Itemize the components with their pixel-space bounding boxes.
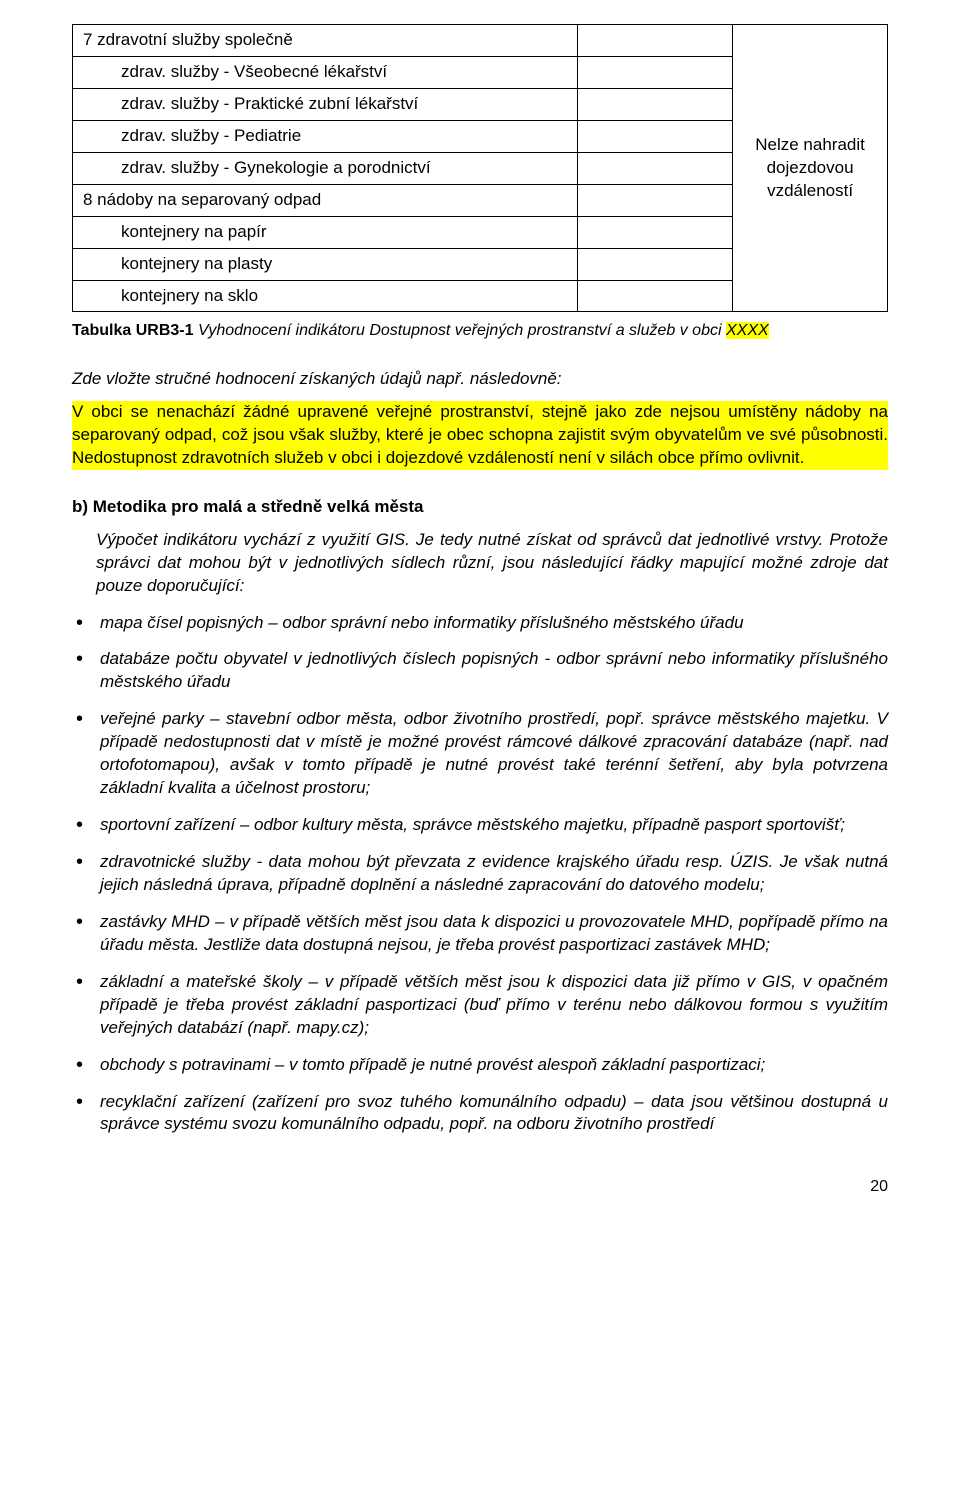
table-cell-label: kontejnery na plasty — [73, 248, 578, 280]
table-cell-label: kontejnery na papír — [73, 216, 578, 248]
table-cell-label: kontejnery na sklo — [73, 280, 578, 312]
highlighted-paragraph: V obci se nenachází žádné upravené veřej… — [72, 401, 888, 470]
table-cell-label: 8 nádoby na separovaný odpad — [73, 184, 578, 216]
list-item: databáze počtu obyvatel v jednotlivých č… — [72, 648, 888, 694]
table-cell-label: zdrav. služby - Všeobecné lékařství — [73, 56, 578, 88]
table-cell-label: zdrav. služby - Praktické zubní lékařstv… — [73, 88, 578, 120]
table-cell-empty — [578, 216, 733, 248]
table-cell-empty — [578, 184, 733, 216]
list-item: mapa čísel popisných – odbor správní neb… — [72, 612, 888, 635]
list-item: zastávky MHD – v případě větších měst js… — [72, 911, 888, 957]
body-text: Výpočet indikátoru vychází z využití GIS… — [96, 529, 888, 598]
table-cell-empty — [578, 120, 733, 152]
list-item: zdravotnické služby - data mohou být pře… — [72, 851, 888, 897]
table-cell-note: Nelze nahradit dojezdovou vzdáleností — [733, 25, 888, 312]
table-cell-empty — [578, 152, 733, 184]
services-table: 7 zdravotní služby společně Nelze nahradi… — [72, 24, 888, 312]
list-item: základní a mateřské školy – v případě vě… — [72, 971, 888, 1040]
bullet-list: mapa čísel popisných – odbor správní neb… — [72, 612, 888, 1137]
section-heading: b) Metodika pro malá a středně velká měs… — [72, 496, 888, 519]
list-item: sportovní zařízení – odbor kultury města… — [72, 814, 888, 837]
caption-highlight: XXXX — [726, 322, 769, 339]
list-item: recyklační zařízení (zařízení pro svoz t… — [72, 1091, 888, 1137]
table-row: 7 zdravotní služby společněNelze nahradi… — [73, 25, 888, 57]
intro-text: Zde vložte stručné hodnocení získaných ú… — [72, 368, 888, 391]
table-cell-empty — [578, 56, 733, 88]
caption-bold: Tabulka URB3-1 — [72, 322, 194, 339]
list-item: veřejné parky – stavební odbor města, od… — [72, 708, 888, 800]
table-cell-empty — [578, 25, 733, 57]
caption-italic: Vyhodnocení indikátoru Dostupnost veřejn… — [198, 322, 769, 339]
table-caption: Tabulka URB3-1 Vyhodnocení indikátoru Do… — [72, 320, 888, 342]
page-number: 20 — [72, 1176, 888, 1198]
table-cell-label: zdrav. služby - Gynekologie a porodnictv… — [73, 152, 578, 184]
table-cell-label: zdrav. služby - Pediatrie — [73, 120, 578, 152]
list-item: obchody s potravinami – v tomto případě … — [72, 1054, 888, 1077]
table-cell-label: 7 zdravotní služby společně — [73, 25, 578, 57]
table-cell-empty — [578, 280, 733, 312]
table-cell-empty — [578, 248, 733, 280]
table-cell-empty — [578, 88, 733, 120]
caption-italic-text: Vyhodnocení indikátoru Dostupnost veřejn… — [198, 322, 726, 339]
